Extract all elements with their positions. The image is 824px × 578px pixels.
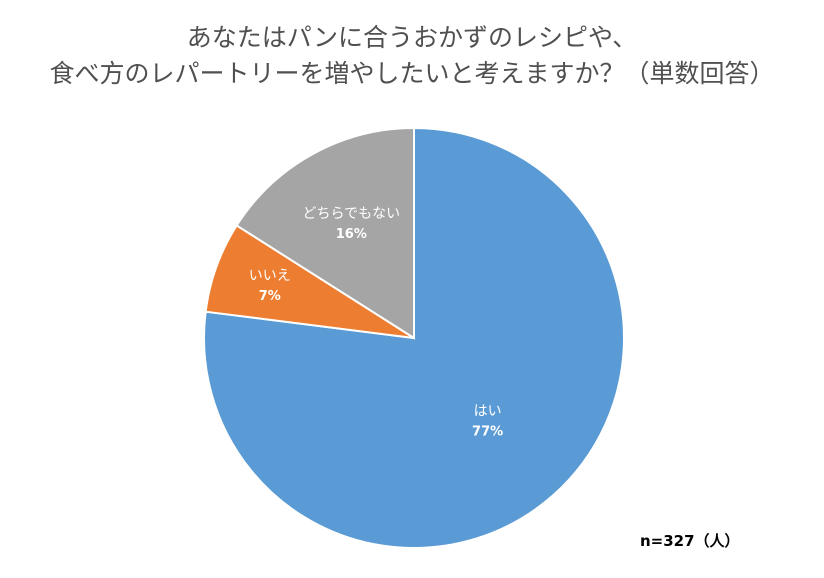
pie-slice-1 — [203, 126, 625, 549]
pie-slice-3 — [235, 126, 415, 340]
slice-value-label-2: 7% — [259, 289, 281, 304]
chart-title: あなたはパンに合うおかずのレシピや、 食べ方のレパートリーを増やしたいと考えます… — [0, 20, 824, 92]
chart-title-line-1: あなたはパンに合うおかずのレシピや、 — [186, 23, 638, 52]
slice-label-2: いいえ — [249, 268, 291, 284]
slice-value-label-1: 77% — [472, 425, 503, 440]
slice-label-1: はい — [474, 404, 502, 420]
slice-label-3: どちらでもない — [303, 206, 401, 222]
sample-size-note: n=327（人） — [640, 532, 740, 550]
chart-title-line-2: 食べ方のレパートリーを増やしたいと考えますか？（単数回答） — [49, 59, 775, 88]
slice-value-label-3: 16% — [336, 227, 367, 242]
